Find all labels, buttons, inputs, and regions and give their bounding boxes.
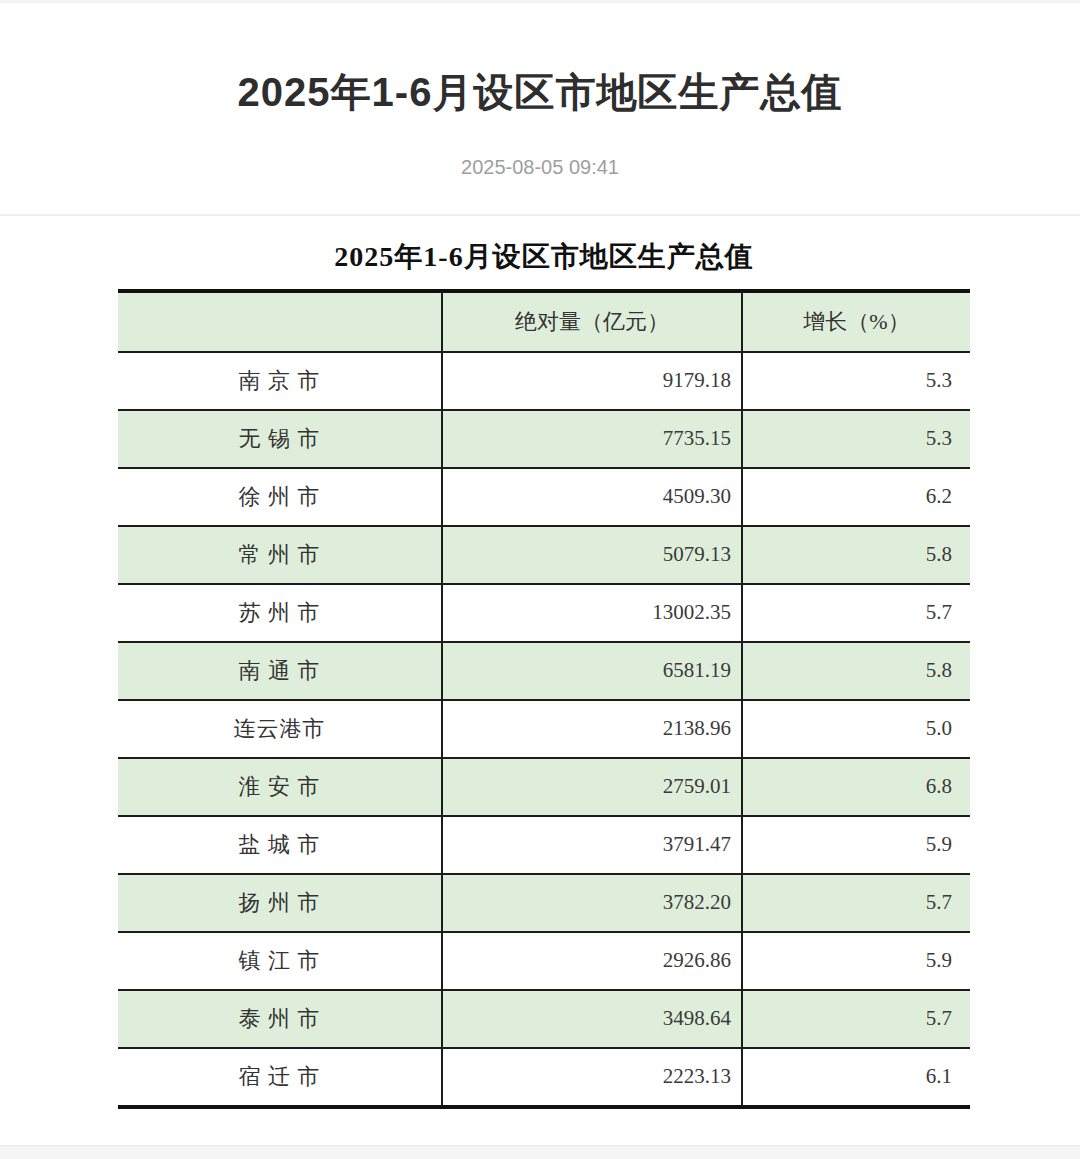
absolute-value: 2926.86 [442, 932, 742, 990]
column-header-growth: 增长（%） [742, 291, 970, 352]
city-name: 镇 江 市 [118, 932, 442, 990]
city-name: 无 锡 市 [118, 410, 442, 468]
absolute-value: 2759.01 [442, 758, 742, 816]
table-row: 连云港市 2138.96 5.0 [118, 700, 970, 758]
absolute-value: 3782.20 [442, 874, 742, 932]
growth-value: 5.0 [742, 700, 970, 758]
absolute-value: 9179.18 [442, 352, 742, 410]
table-row: 宿 迁 市 2223.13 6.1 [118, 1048, 970, 1107]
growth-value: 5.9 [742, 816, 970, 874]
publish-timestamp: 2025-08-05 09:41 [0, 154, 1080, 180]
growth-value: 6.1 [742, 1048, 970, 1107]
city-name: 宿 迁 市 [118, 1048, 442, 1107]
absolute-value: 5079.13 [442, 526, 742, 584]
city-name: 南 京 市 [118, 352, 442, 410]
growth-value: 6.2 [742, 468, 970, 526]
city-name: 常 州 市 [118, 526, 442, 584]
table-row: 无 锡 市 7735.15 5.3 [118, 410, 970, 468]
page-title: 2025年1-6月设区市地区生产总值 [0, 4, 1080, 116]
absolute-value: 3791.47 [442, 816, 742, 874]
table-row: 淮 安 市 2759.01 6.8 [118, 758, 970, 816]
city-name: 扬 州 市 [118, 874, 442, 932]
table-row: 南 京 市 9179.18 5.3 [118, 352, 970, 410]
absolute-value: 6581.19 [442, 642, 742, 700]
city-name: 连云港市 [118, 700, 442, 758]
city-name: 淮 安 市 [118, 758, 442, 816]
absolute-value: 2223.13 [442, 1048, 742, 1107]
growth-value: 5.7 [742, 584, 970, 642]
absolute-value: 2138.96 [442, 700, 742, 758]
growth-value: 5.8 [742, 642, 970, 700]
growth-value: 6.8 [742, 758, 970, 816]
growth-value: 5.8 [742, 526, 970, 584]
table-row: 镇 江 市 2926.86 5.9 [118, 932, 970, 990]
city-name: 泰 州 市 [118, 990, 442, 1048]
column-header-absolute-value: 绝对量（亿元） [442, 291, 742, 352]
absolute-value: 13002.35 [442, 584, 742, 642]
table-header-row: 绝对量（亿元） 增长（%） [118, 291, 970, 352]
section-divider [0, 214, 1080, 216]
column-header-city [118, 291, 442, 352]
table-row: 扬 州 市 3782.20 5.7 [118, 874, 970, 932]
footer-band [0, 1145, 1080, 1159]
table-row: 徐 州 市 4509.30 6.2 [118, 468, 970, 526]
table-section: 2025年1-6月设区市地区生产总值 绝对量（亿元） 增长（%） 南 京 市 9… [118, 240, 970, 1109]
city-name: 徐 州 市 [118, 468, 442, 526]
absolute-value: 3498.64 [442, 990, 742, 1048]
growth-value: 5.9 [742, 932, 970, 990]
absolute-value: 7735.15 [442, 410, 742, 468]
growth-value: 5.7 [742, 990, 970, 1048]
table-row: 苏 州 市 13002.35 5.7 [118, 584, 970, 642]
table-row: 盐 城 市 3791.47 5.9 [118, 816, 970, 874]
table-row: 常 州 市 5079.13 5.8 [118, 526, 970, 584]
article-page: 2025年1-6月设区市地区生产总值 2025-08-05 09:41 2025… [0, 0, 1080, 1159]
city-name: 苏 州 市 [118, 584, 442, 642]
table-row: 南 通 市 6581.19 5.8 [118, 642, 970, 700]
city-name: 盐 城 市 [118, 816, 442, 874]
growth-value: 5.3 [742, 410, 970, 468]
gdp-table: 绝对量（亿元） 增长（%） 南 京 市 9179.18 5.3 无 锡 市 77… [118, 289, 970, 1109]
table-row: 泰 州 市 3498.64 5.7 [118, 990, 970, 1048]
absolute-value: 4509.30 [442, 468, 742, 526]
city-name: 南 通 市 [118, 642, 442, 700]
growth-value: 5.7 [742, 874, 970, 932]
table-caption: 2025年1-6月设区市地区生产总值 [118, 240, 970, 274]
growth-value: 5.3 [742, 352, 970, 410]
